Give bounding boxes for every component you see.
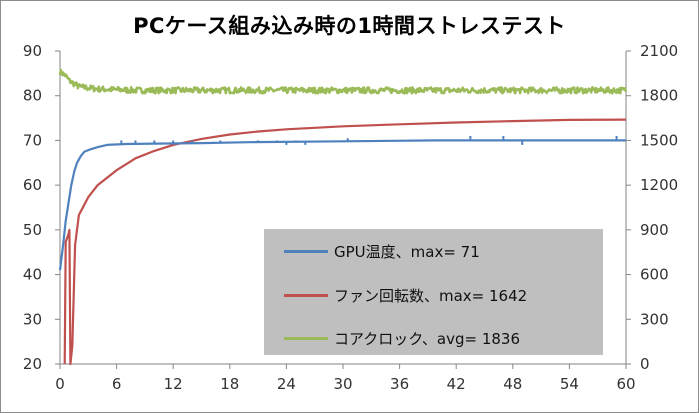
right-tick-label: 300 <box>640 310 669 328</box>
legend-swatch-gpu-temp <box>284 249 328 253</box>
chart-title: PCケース組み込み時の1時間ストレステスト <box>133 14 566 38</box>
legend-label-gpu-temp: GPU温度、max= 71 <box>334 242 480 261</box>
tick-labels: 2030405060708090030060090012001500180021… <box>23 42 678 393</box>
right-tick-label: 0 <box>640 355 650 373</box>
legend-swatch-fan-rpm <box>284 293 328 297</box>
x-tick-label: 60 <box>616 375 635 393</box>
x-tick-label: 6 <box>112 375 122 393</box>
right-tick-label: 2100 <box>640 42 678 60</box>
x-tick-label: 30 <box>333 375 352 393</box>
x-tick-label: 54 <box>560 375 579 393</box>
x-tick-label: 24 <box>277 375 296 393</box>
legend-item-gpu-temp: GPU温度、max= 71 <box>284 241 480 261</box>
x-tick-label: 0 <box>55 375 65 393</box>
left-tick-label: 20 <box>23 355 42 373</box>
legend-item-fan-rpm: ファン回転数、max= 1642 <box>284 285 527 305</box>
left-tick-label: 60 <box>23 176 42 194</box>
legend-item-core-clock: コアクロック、avg= 1836 <box>284 328 520 348</box>
x-tick-label: 18 <box>220 375 239 393</box>
legend: GPU温度、max= 71 ファン回転数、max= 1642 コアクロック、av… <box>264 229 603 355</box>
left-tick-label: 70 <box>23 131 42 149</box>
left-tick-label: 90 <box>23 42 42 60</box>
legend-label-fan-rpm: ファン回転数、max= 1642 <box>334 286 528 305</box>
legend-label-core-clock: コアクロック、avg= 1836 <box>334 329 521 348</box>
right-tick-label: 600 <box>640 266 669 284</box>
right-tick-label: 1500 <box>640 131 678 149</box>
right-tick-label: 1200 <box>640 176 678 194</box>
right-tick-label: 1800 <box>640 87 678 105</box>
axes-group <box>55 50 631 369</box>
right-tick-label: 900 <box>640 221 669 239</box>
left-tick-label: 80 <box>23 87 42 105</box>
left-tick-label: 40 <box>23 266 42 284</box>
series-line-fan-rpm <box>63 118 627 366</box>
series-line-gpu-temp <box>58 139 626 271</box>
x-tick-label: 48 <box>503 375 522 393</box>
x-tick-label: 36 <box>390 375 409 393</box>
x-tick-label: 42 <box>447 375 466 393</box>
x-tick-label: 12 <box>164 375 183 393</box>
series-line-core-clock <box>58 68 628 95</box>
left-tick-label: 30 <box>23 310 42 328</box>
series-lines <box>58 68 628 366</box>
left-tick-label: 50 <box>23 221 42 239</box>
legend-swatch-core-clock <box>284 336 328 340</box>
